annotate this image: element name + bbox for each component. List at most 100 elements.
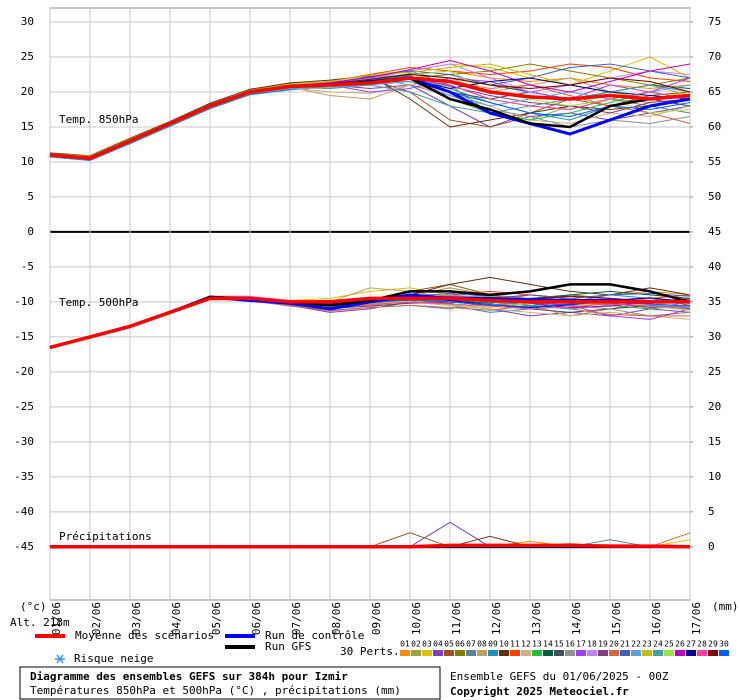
- y2-tick-label: 70: [708, 50, 721, 63]
- y2-tick-label: 40: [708, 260, 721, 273]
- legend-swatch: [532, 650, 542, 656]
- legend-swatch: [444, 650, 454, 656]
- legend-swatch: [488, 650, 498, 656]
- y-tick-label: -45: [14, 540, 34, 553]
- x-tick-label: 13/06: [530, 602, 543, 635]
- y2-tick-label: 5: [708, 505, 715, 518]
- legend-swatch: [466, 650, 476, 656]
- legend-label: 27: [686, 640, 696, 649]
- chart-title: Diagramme des ensembles GEFS sur 384h po…: [30, 670, 348, 683]
- y-tick-label: -20: [14, 365, 34, 378]
- y2-tick-label: 10: [708, 470, 721, 483]
- panel-label: Temp. 850hPa: [59, 113, 138, 126]
- legend-swatch: [499, 650, 509, 656]
- legend-swatch: [521, 650, 531, 656]
- legend-label: 17: [576, 640, 586, 649]
- y2-tick-label: 20: [708, 400, 721, 413]
- legend-swatch: [455, 650, 465, 656]
- series-line: [49, 75, 691, 157]
- y-tick-label: 0: [27, 225, 34, 238]
- legend-label: 26: [675, 640, 685, 649]
- legend-label: 28: [697, 640, 707, 649]
- legend-label: 25: [664, 640, 674, 649]
- legend-swatch: [609, 650, 619, 656]
- legend-label: Run de contrôle: [265, 629, 364, 642]
- legend-label: 19: [598, 640, 608, 649]
- legend-swatch: [719, 650, 729, 656]
- legend-label: 16: [565, 640, 575, 649]
- y2-tick-label: 0: [708, 540, 715, 553]
- y-tick-label: 15: [21, 120, 34, 133]
- legend-swatch: [686, 650, 696, 656]
- panel-label: Précipitations: [59, 530, 152, 543]
- legend-swatch: [576, 650, 586, 656]
- legend-label: 30: [719, 640, 729, 649]
- legend-label: 13: [532, 640, 542, 649]
- legend-swatch: [664, 650, 674, 656]
- x-tick-label: 10/06: [410, 602, 423, 635]
- legend-label: 24: [653, 640, 663, 649]
- legend-label: 02: [411, 640, 421, 649]
- legend-label: 10: [499, 640, 509, 649]
- x-tick-label: 08/06: [330, 602, 343, 635]
- legend-swatch: [433, 650, 443, 656]
- y2-tick-label: 35: [708, 295, 721, 308]
- y2-tick-label: 65: [708, 85, 721, 98]
- y-tick-label: -15: [14, 330, 34, 343]
- y-tick-label: 20: [21, 85, 34, 98]
- lines: [49, 56, 691, 549]
- y2-tick-label: 55: [708, 155, 721, 168]
- y-tick-label: 25: [21, 50, 34, 63]
- series-line: [49, 296, 690, 350]
- legend-label: 29: [708, 640, 718, 649]
- legend-swatch: [631, 650, 641, 656]
- y-tick-label: -40: [14, 505, 34, 518]
- series-line: [49, 76, 691, 161]
- perturbations-label: 30 Perts.: [340, 645, 400, 658]
- x-tick-label: 17/06: [690, 602, 703, 635]
- x-tick-label: 11/06: [450, 602, 463, 635]
- legend-swatch: [587, 650, 597, 656]
- y-tick-label: -35: [14, 470, 34, 483]
- y-tick-label: 10: [21, 155, 34, 168]
- legend-swatch: [543, 650, 553, 656]
- legend-swatch: [510, 650, 520, 656]
- snow-icon: [55, 654, 65, 664]
- legend-label: 04: [433, 640, 443, 649]
- snow-label: Risque neige: [74, 652, 153, 665]
- legend-label: 14: [543, 640, 553, 649]
- legend-label: 21: [620, 640, 630, 649]
- legend-label: 01: [400, 640, 410, 649]
- y2-tick-label: 75: [708, 15, 721, 28]
- legend-swatch: [477, 650, 487, 656]
- legend-label: 11: [510, 640, 520, 649]
- legend-swatch: [653, 650, 663, 656]
- y2-tick-label: 30: [708, 330, 721, 343]
- legend-label: 09: [488, 640, 498, 649]
- legend-swatch: [400, 650, 410, 656]
- legend-swatch: [675, 650, 685, 656]
- y2-tick-label: 45: [708, 225, 721, 238]
- y2-tick-label: 15: [708, 435, 721, 448]
- y2-axis-label: (mm): [712, 600, 739, 613]
- x-tick-label: 14/06: [570, 602, 583, 635]
- y-tick-label: -25: [14, 400, 34, 413]
- legend-label: 07: [466, 640, 476, 649]
- legend-swatch: [708, 650, 718, 656]
- run-label: Ensemble GEFS du 01/06/2025 - 00Z: [450, 670, 669, 683]
- legend-label: 23: [642, 640, 652, 649]
- legend-swatch: [598, 650, 608, 656]
- y2-tick-label: 25: [708, 365, 721, 378]
- legend-label: 03: [422, 640, 432, 649]
- x-tick-label: 05/06: [210, 602, 223, 635]
- title-box: [19, 666, 441, 700]
- y-axis-label: (°c): [20, 600, 47, 613]
- legend-label: Moyenne des scénarios: [75, 629, 214, 642]
- legend-label: 05: [444, 640, 454, 649]
- x-tick-label: 16/06: [650, 602, 663, 635]
- legend-label: 15: [554, 640, 564, 649]
- legend-label: 06: [455, 640, 465, 649]
- x-tick-label: 07/06: [290, 602, 303, 635]
- legend-label: 22: [631, 640, 641, 649]
- x-tick-label: 04/06: [170, 602, 183, 635]
